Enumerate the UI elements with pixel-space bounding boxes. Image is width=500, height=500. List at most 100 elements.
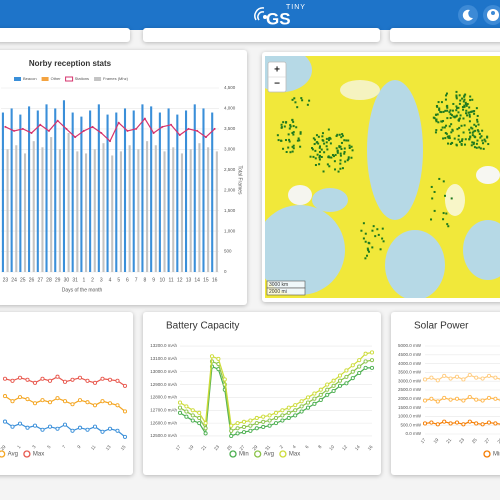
- station-dot: [476, 118, 479, 121]
- station-dot: [315, 141, 318, 144]
- x-tick-label: 21: [200, 444, 207, 451]
- station-dot: [348, 144, 351, 147]
- x-tick-label: 3: [100, 277, 103, 283]
- station-dot: [343, 139, 346, 142]
- bar: [54, 108, 57, 272]
- station-dot: [468, 138, 471, 141]
- point: [170, 123, 173, 126]
- station-dot: [292, 144, 295, 147]
- chart-title: Battery Capacity: [166, 321, 239, 332]
- point: [13, 129, 16, 132]
- point: [2, 394, 8, 399]
- legend-swatch: [65, 76, 74, 82]
- station-dot: [335, 135, 338, 138]
- point: [305, 395, 311, 400]
- station-dot: [450, 123, 453, 126]
- station-dot: [341, 133, 344, 136]
- bar: [207, 147, 210, 272]
- station-dot: [371, 229, 374, 232]
- point: [32, 423, 38, 428]
- station-dot: [321, 135, 324, 138]
- station-dot: [287, 146, 290, 149]
- station-dot: [463, 94, 466, 97]
- zoom-control[interactable]: + −: [267, 61, 287, 93]
- point: [254, 415, 259, 421]
- station-dot: [479, 136, 482, 139]
- point: [10, 378, 15, 383]
- station-dot: [478, 146, 481, 149]
- x-tick-label: 24: [11, 277, 17, 283]
- point: [235, 431, 240, 436]
- station-dot: [341, 134, 344, 137]
- y-tick-label: 4,000: [224, 106, 236, 111]
- point: [122, 409, 128, 414]
- station-dot: [469, 135, 472, 138]
- bar: [85, 153, 88, 272]
- x-tick-label: 5: [46, 444, 52, 450]
- station-dot: [449, 109, 452, 112]
- point: [55, 374, 60, 379]
- point: [331, 383, 336, 388]
- zoom-out[interactable]: −: [274, 79, 280, 90]
- station-dot: [438, 108, 441, 111]
- station-dot: [285, 150, 288, 153]
- station-dot: [339, 152, 342, 155]
- x-tick-label: 8: [143, 277, 146, 283]
- logo-big: GS: [266, 9, 291, 28]
- station-dot: [289, 125, 292, 128]
- point: [299, 404, 304, 409]
- station-dot: [351, 149, 354, 152]
- station-dot: [451, 129, 454, 132]
- station-dot: [474, 125, 477, 128]
- legend-swatch: [41, 77, 49, 81]
- station-dot: [461, 97, 464, 100]
- point: [100, 399, 105, 404]
- station-dot: [468, 113, 471, 116]
- point: [312, 391, 317, 396]
- station-dot: [350, 156, 353, 159]
- point: [241, 430, 247, 435]
- station-dot: [476, 139, 479, 142]
- y-tick-label: 3000.0 mW: [398, 378, 422, 383]
- point: [40, 376, 45, 381]
- point: [30, 131, 33, 134]
- bar: [154, 145, 157, 272]
- station-dot: [453, 115, 456, 118]
- point: [422, 421, 428, 426]
- point: [267, 418, 272, 423]
- map-land-light: [288, 185, 312, 205]
- station-dot: [337, 170, 340, 173]
- station-dot: [483, 138, 486, 141]
- x-tick-label: 9: [76, 444, 82, 450]
- point: [241, 424, 247, 430]
- bar: [146, 141, 149, 272]
- station-dot: [465, 109, 468, 112]
- point: [184, 414, 189, 419]
- map[interactable]: [252, 48, 500, 300]
- account-button[interactable]: [483, 5, 500, 25]
- point: [461, 398, 466, 403]
- x-tick-label: 27: [37, 277, 43, 283]
- station-dot: [479, 147, 482, 150]
- x-tick-label: 23: [213, 444, 220, 451]
- point: [261, 414, 266, 419]
- point: [241, 419, 247, 424]
- chart-title: Solar Power: [414, 321, 469, 332]
- station-dot: [312, 137, 315, 140]
- station-dot: [293, 97, 296, 100]
- theme-button[interactable]: [458, 5, 478, 25]
- station-dot: [364, 257, 367, 260]
- station-dot: [449, 143, 452, 146]
- zoom-in[interactable]: +: [274, 65, 280, 76]
- station-dot: [475, 142, 478, 145]
- station-dot: [474, 129, 477, 132]
- point: [107, 426, 113, 431]
- point: [435, 422, 440, 427]
- station-dot: [447, 135, 450, 138]
- point: [91, 125, 94, 128]
- x-tick-label: 25: [20, 277, 26, 283]
- station-dot: [320, 148, 323, 151]
- x-tick-label: 14: [194, 277, 200, 283]
- x-tick-label: 11: [168, 277, 173, 283]
